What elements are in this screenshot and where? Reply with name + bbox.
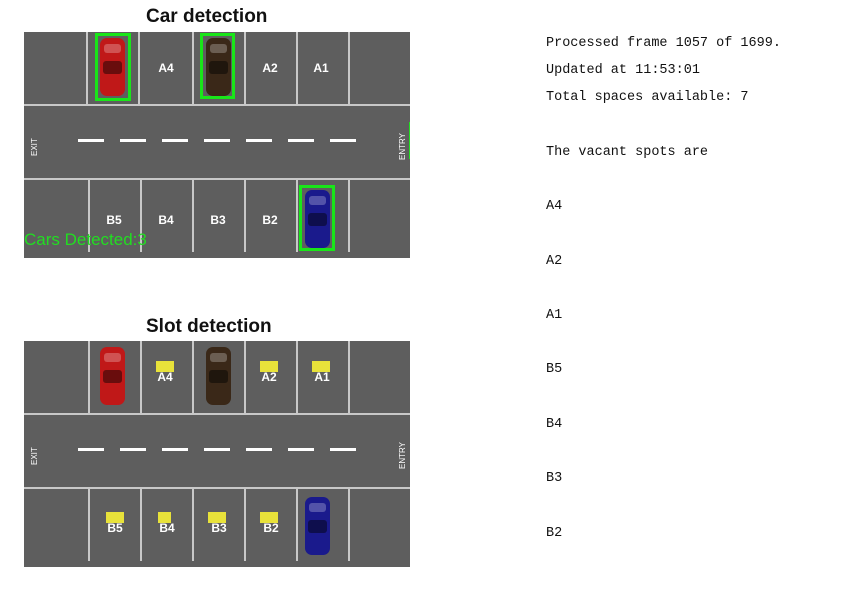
car-red <box>100 38 125 96</box>
bottom-row <box>24 489 410 561</box>
spot-label-b5: B5 <box>106 213 122 227</box>
slot-detection-title: Slot detection <box>146 316 272 337</box>
vacant-spot: A1 <box>546 308 563 323</box>
entry-label: ENTRY <box>398 442 407 469</box>
slot-tag-a4 <box>156 361 174 372</box>
slot-tag-a2 <box>260 361 278 372</box>
spot-label-a1: A1 <box>313 61 329 75</box>
slot-label-a2: A2 <box>261 370 277 384</box>
slot-tag-b3 <box>208 512 226 523</box>
car-brown <box>206 347 231 405</box>
slot-tag-a1 <box>312 361 330 372</box>
slot-label-b2: B2 <box>263 521 279 535</box>
slot-label-a1: A1 <box>314 370 330 384</box>
slot-detection-lot: EXIT ENTRY A4 A2 A1 B5 B4 B3 B2 <box>24 341 410 567</box>
car-brown <box>206 38 231 96</box>
slot-tag-b2 <box>260 512 278 523</box>
car-detection-lot: EXIT ENTRY A4 A2 A1 B5 B4 B3 B2 <box>24 32 410 258</box>
slot-label-b5: B5 <box>107 521 123 535</box>
bottom-row <box>24 180 410 252</box>
spot-label-b2: B2 <box>262 213 278 227</box>
car-detection-title: Car detection <box>146 6 268 27</box>
slot-label-b4: B4 <box>159 521 175 535</box>
vacant-spot: B4 <box>546 417 563 432</box>
slot-label-a4: A4 <box>157 370 173 384</box>
car-red <box>100 347 125 405</box>
slot-tag-b4 <box>158 512 171 523</box>
slot-tag-b5 <box>106 512 124 523</box>
detection-box-blue <box>299 185 335 251</box>
top-row <box>24 341 410 413</box>
car-blue <box>305 190 330 248</box>
vacant-spot: A2 <box>546 254 563 269</box>
vacant-spot: A4 <box>546 199 563 214</box>
car-blue <box>305 497 330 555</box>
detection-box-red <box>95 33 131 101</box>
vacant-spot: B2 <box>546 526 563 541</box>
total-spaces-text: Total spaces available: 7 <box>546 90 749 105</box>
top-row <box>24 32 410 104</box>
spot-label-b3: B3 <box>210 213 226 227</box>
entry-gate-indicator <box>409 122 410 159</box>
spot-label-b4: B4 <box>158 213 174 227</box>
vacant-header-text: The vacant spots are <box>546 145 709 160</box>
vacant-spot: B5 <box>546 362 563 377</box>
entry-label: ENTRY <box>398 133 407 160</box>
spot-label-a4: A4 <box>158 61 174 75</box>
processed-frame-text: Processed frame 1057 of 1699. <box>546 36 781 51</box>
exit-label: EXIT <box>30 447 39 465</box>
updated-at-text: Updated at 11:53:01 <box>546 63 700 78</box>
slot-label-b3: B3 <box>211 521 227 535</box>
detection-box-brown <box>200 33 235 99</box>
exit-label: EXIT <box>30 138 39 156</box>
vacant-spot: B3 <box>546 471 563 486</box>
cars-detected-count: Cars Detected:3 <box>24 230 147 249</box>
spot-label-a2: A2 <box>262 61 278 75</box>
